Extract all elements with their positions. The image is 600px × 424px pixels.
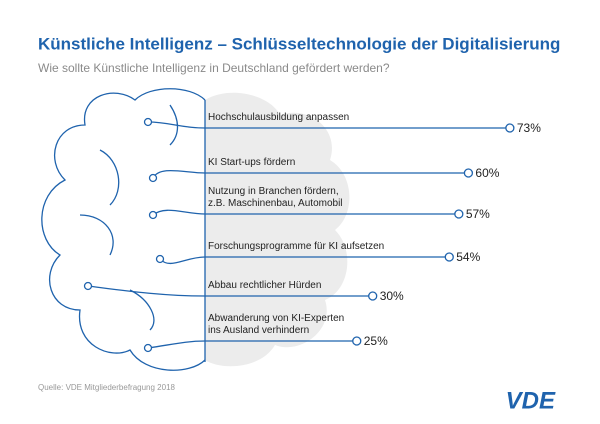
- value-label: 30%: [380, 289, 404, 303]
- category-label: Hochschulausbildung anpassen: [208, 112, 350, 123]
- bar-end: [454, 209, 464, 219]
- category-label: Abbau rechtlicher Hürden: [208, 280, 322, 291]
- category-label: Nutzung in Branchen fördern, z.B. Maschi…: [208, 186, 343, 209]
- source: Quelle: VDE Mitgliederbefragung 2018: [38, 383, 176, 392]
- value-label: 57%: [466, 207, 490, 221]
- cloud: [205, 92, 350, 367]
- chart-subtitle: Wie sollte Künstliche Intelligenz in Deu…: [38, 61, 390, 75]
- value-label: 60%: [475, 166, 499, 180]
- bar-end: [352, 336, 362, 346]
- category-label: Forschungsprogramme für KI aufsetzen: [208, 241, 385, 252]
- bar-end: [444, 252, 454, 262]
- bar-end: [463, 168, 474, 178]
- logo: VDE: [506, 387, 556, 414]
- value-label: 25%: [364, 334, 388, 348]
- category-label: Abwanderung von KI-Experten ins Ausland …: [208, 313, 345, 336]
- bar-end: [368, 291, 378, 301]
- bar-end: [505, 123, 515, 133]
- category-label: KI Start-ups fördern: [208, 157, 296, 168]
- brain: [41, 88, 206, 371]
- chart-title: Künstliche Intelligenz – Schlüsseltechno…: [38, 34, 560, 53]
- value-label: 54%: [456, 250, 480, 264]
- value-label: 73%: [517, 121, 541, 135]
